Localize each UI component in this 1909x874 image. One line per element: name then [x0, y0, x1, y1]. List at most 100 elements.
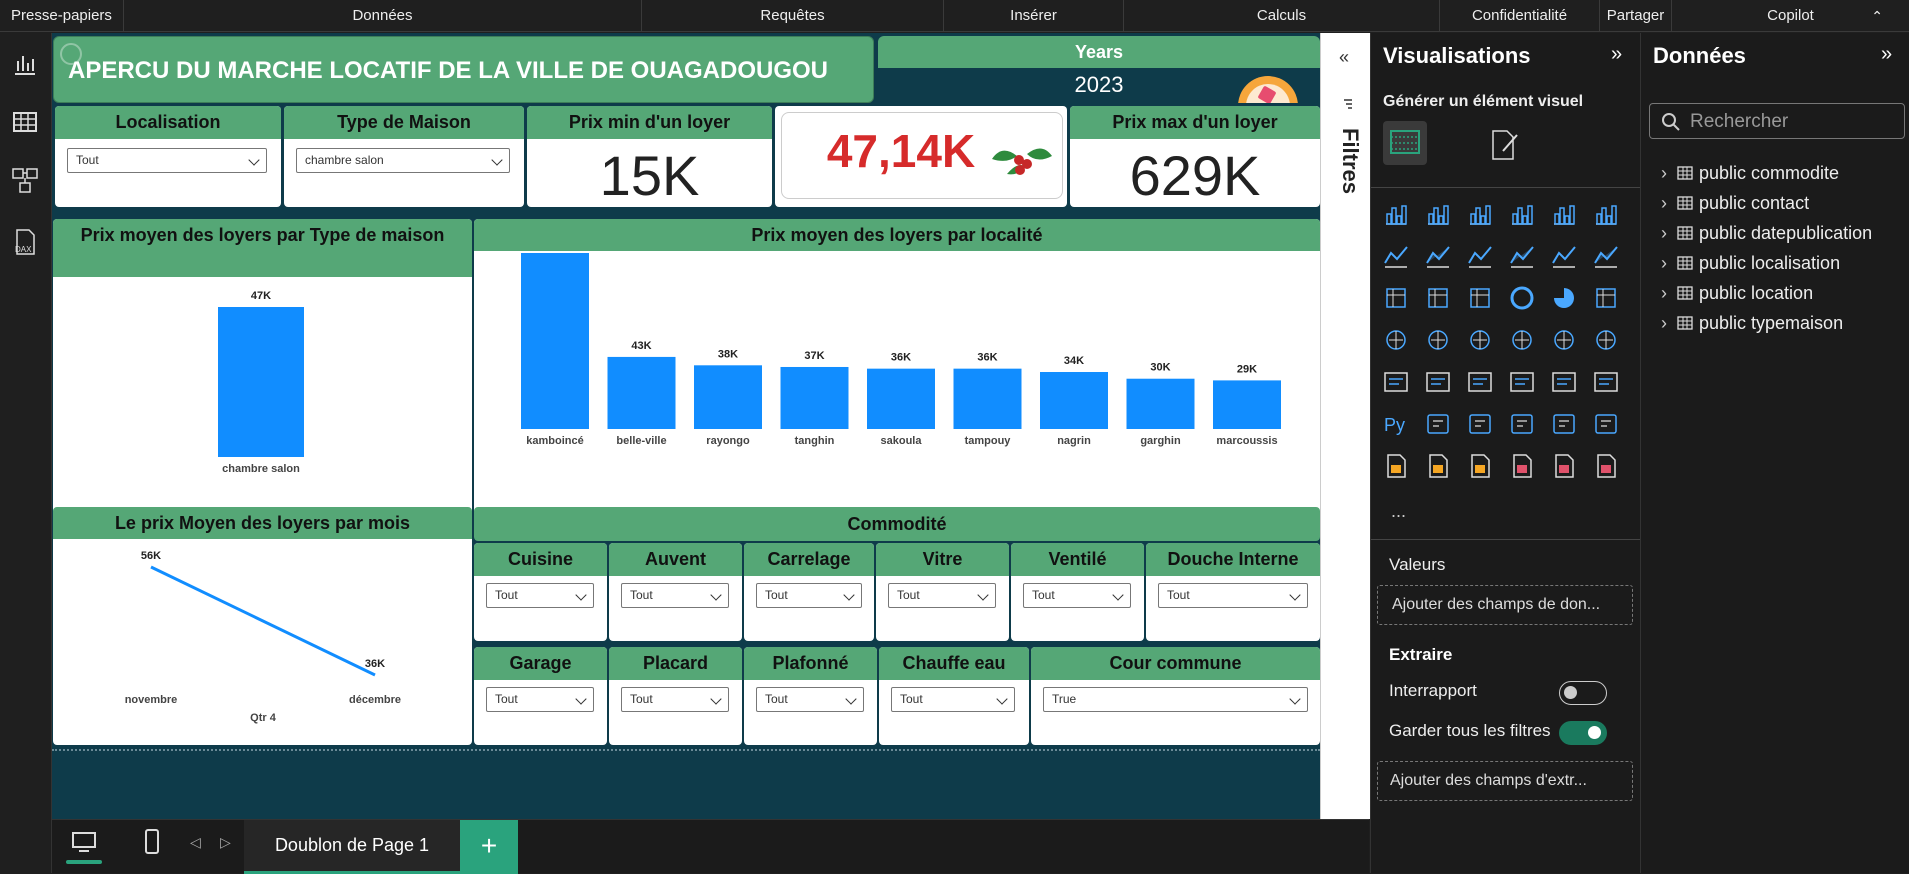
douche-interne-dropdown[interactable]: Tout	[1158, 583, 1308, 608]
chevron-right-icon[interactable]: ›	[1661, 313, 1667, 333]
report-view-icon[interactable]	[10, 49, 40, 79]
valeurs-drop-well[interactable]: Ajouter des champs de don...	[1377, 585, 1633, 625]
bar[interactable]	[780, 366, 849, 429]
interrapport-toggle[interactable]	[1559, 681, 1607, 705]
filled-map-icon[interactable]	[1423, 325, 1453, 355]
chart-prix-mois[interactable]: Le prix Moyen des loyers par mois 56K nov…	[53, 507, 472, 745]
garder-filtres-toggle[interactable]	[1559, 721, 1607, 745]
table-item[interactable]: › public commodite	[1661, 161, 1839, 185]
new-card-icon[interactable]	[1423, 451, 1453, 481]
ribbon-chart-icon[interactable]	[1507, 241, 1537, 271]
years-value[interactable]: 2023	[1074, 72, 1124, 97]
chevron-visual-icon[interactable]	[1591, 451, 1621, 481]
decomposition-tree-icon[interactable]	[1465, 409, 1495, 439]
table-item[interactable]: › public typemaison	[1661, 311, 1843, 335]
chevron-right-icon[interactable]: ›	[1661, 223, 1667, 243]
carrelage-dropdown[interactable]: Tout	[756, 583, 862, 608]
garage-dropdown[interactable]: Tout	[486, 687, 594, 712]
chevron-right-icon[interactable]: ›	[1661, 253, 1667, 273]
mobile-view-icon[interactable]	[142, 828, 162, 856]
cuisine-dropdown[interactable]: Tout	[486, 583, 594, 608]
page-tab[interactable]: Doublon de Page 1	[244, 820, 460, 874]
cour-commune-dropdown[interactable]: True	[1043, 687, 1308, 712]
stacked-area-icon[interactable]	[1465, 241, 1495, 271]
bar[interactable]	[953, 368, 1022, 429]
bar[interactable]	[867, 368, 935, 429]
bar[interactable]	[1213, 380, 1281, 429]
funnel-icon[interactable]	[1423, 283, 1453, 313]
treemap-icon[interactable]	[1591, 283, 1621, 313]
table-item[interactable]: › public datepublication	[1661, 221, 1872, 245]
matrix-icon[interactable]	[1549, 367, 1579, 397]
chart-type-maison[interactable]: Prix moyen des loyers par Type de maison…	[53, 219, 472, 527]
line-chart-icon[interactable]	[1381, 241, 1411, 271]
power-apps-icon[interactable]	[1465, 451, 1495, 481]
bar[interactable]	[218, 307, 304, 457]
100-column-icon[interactable]	[1591, 199, 1621, 229]
pie-chart-icon[interactable]	[1507, 283, 1537, 313]
key-influencers-icon[interactable]	[1423, 409, 1453, 439]
bar[interactable]	[694, 365, 762, 429]
clustered-bar-icon[interactable]	[1465, 199, 1495, 229]
plafonne-dropdown[interactable]: Tout	[756, 687, 864, 712]
paginated-report-icon[interactable]	[1381, 451, 1411, 481]
filters-pane-collapsed[interactable]: « Filtres	[1320, 33, 1370, 819]
collapse-visualizations-icon[interactable]: »	[1611, 43, 1623, 65]
azure-map-icon[interactable]	[1507, 325, 1537, 355]
100-bar-icon[interactable]	[1549, 199, 1579, 229]
shape-map-icon[interactable]	[1465, 325, 1495, 355]
bar[interactable]	[1126, 378, 1195, 429]
tab-copilot[interactable]: Copilot ⌃	[1672, 0, 1909, 32]
prev-page-icon[interactable]: ◁	[190, 834, 201, 850]
bar[interactable]	[607, 356, 676, 429]
line-column-icon[interactable]	[1549, 241, 1579, 271]
model-view-icon[interactable]	[10, 165, 40, 195]
clustered-column-icon[interactable]	[1507, 199, 1537, 229]
table-item[interactable]: › public localisation	[1661, 251, 1840, 275]
chart-localite[interactable]: Prix moyen des loyers par localité 105Kk…	[474, 219, 1320, 527]
dax-query-icon[interactable]: DAX	[10, 227, 40, 257]
collapse-data-icon[interactable]: »	[1881, 43, 1893, 65]
tab-inserer[interactable]: Insérer	[944, 0, 1124, 32]
chevron-right-icon[interactable]: ›	[1661, 163, 1667, 183]
power-automate-icon[interactable]	[1507, 451, 1537, 481]
vitre-dropdown[interactable]: Tout	[888, 583, 996, 608]
gauge-icon[interactable]	[1549, 325, 1579, 355]
build-visual-tab-icon[interactable]	[1383, 121, 1427, 165]
chauffe-eau-dropdown[interactable]: Tout	[891, 687, 1015, 712]
area-chart-icon[interactable]	[1423, 241, 1453, 271]
card-icon[interactable]	[1591, 325, 1621, 355]
collapse-ribbon-icon[interactable]: ⌃	[1871, 8, 1883, 24]
table-item[interactable]: › public location	[1661, 281, 1813, 305]
more-visuals-icon[interactable]: ...	[1391, 501, 1407, 521]
table-item[interactable]: › public contact	[1661, 191, 1809, 215]
stacked-bar-icon[interactable]	[1381, 199, 1411, 229]
qa-icon[interactable]	[1507, 409, 1537, 439]
extraire-drop-well[interactable]: Ajouter des champs d'extr...	[1377, 761, 1633, 801]
table-view-icon[interactable]	[10, 107, 40, 137]
donut-chart-icon[interactable]	[1549, 283, 1579, 313]
line-series[interactable]	[150, 565, 376, 677]
chevron-right-icon[interactable]: ›	[1661, 193, 1667, 213]
r-visual-icon[interactable]	[1591, 367, 1621, 397]
stacked-column-icon[interactable]	[1423, 199, 1453, 229]
goals-icon[interactable]	[1591, 409, 1621, 439]
desktop-view-icon[interactable]	[70, 830, 98, 854]
tab-partager[interactable]: Partager	[1600, 0, 1672, 32]
auvent-dropdown[interactable]: Tout	[621, 583, 729, 608]
tab-confidentialite[interactable]: Confidentialité	[1440, 0, 1600, 32]
data-search-input[interactable]: Rechercher	[1649, 103, 1905, 139]
localisation-dropdown[interactable]: Tout	[67, 148, 267, 173]
tab-donnees[interactable]: Données	[124, 0, 642, 32]
tab-requetes[interactable]: Requêtes	[642, 0, 944, 32]
years-slicer[interactable]: Years 2023	[878, 36, 1320, 103]
add-page-button[interactable]: +	[460, 820, 518, 874]
multi-row-card-icon[interactable]	[1381, 367, 1411, 397]
kpi-icon[interactable]	[1423, 367, 1453, 397]
waterfall-icon[interactable]	[1381, 283, 1411, 313]
map-icon[interactable]	[1381, 325, 1411, 355]
bar[interactable]	[521, 253, 589, 429]
next-page-icon[interactable]: ▷	[220, 834, 231, 850]
format-visual-icon[interactable]	[1487, 127, 1523, 163]
expand-filters-icon[interactable]: «	[1339, 47, 1350, 67]
